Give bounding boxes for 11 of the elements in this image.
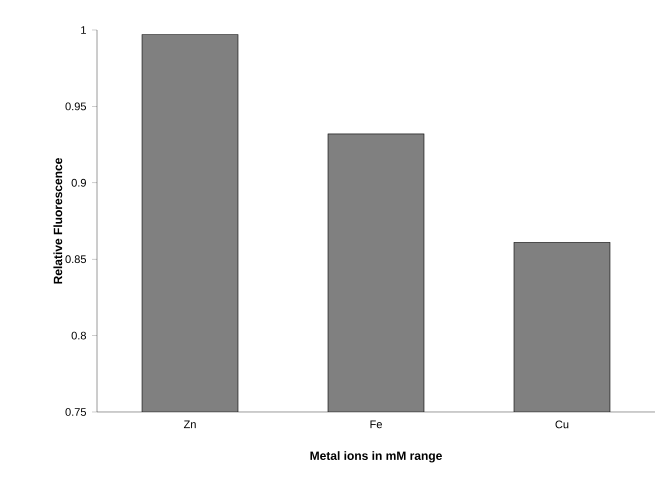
y-tick-label: 1: [81, 26, 86, 34]
y-tick-label: 0.75: [65, 408, 86, 416]
y-tick-label: 0.8: [72, 332, 86, 340]
x-tick-label: Fe: [370, 420, 382, 428]
x-tick-label: Cu: [556, 420, 568, 428]
y-tick-label: 0.85: [65, 255, 86, 264]
y-tick-label: 0.9: [72, 178, 86, 187]
y-tick-label: 0.95: [65, 102, 86, 110]
x-axis-title: Metal ions in mM range: [310, 451, 442, 462]
y-axis-title: Relative Fluorescence: [53, 158, 62, 284]
x-tick-label: Zn: [184, 420, 196, 428]
